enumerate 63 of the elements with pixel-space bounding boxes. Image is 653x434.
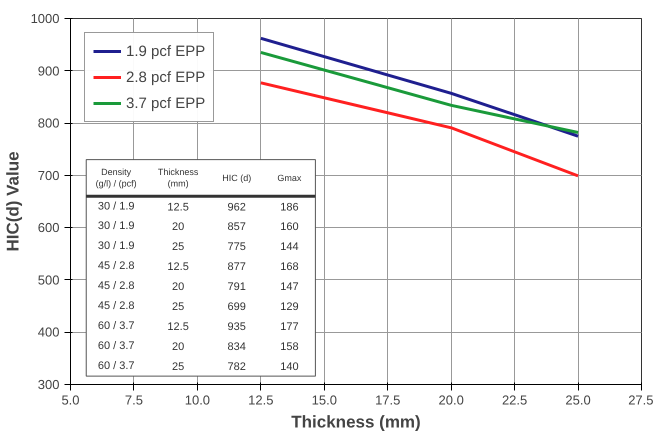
- annotation: HIC (d): [222, 172, 252, 183]
- annotation: 186: [280, 201, 299, 214]
- annotation: 25: [172, 301, 184, 314]
- y-tick-label: 700: [38, 168, 60, 183]
- annotation: 834: [228, 341, 246, 354]
- annotation: 962: [228, 201, 246, 214]
- annotation: 791: [228, 281, 246, 294]
- x-tick-label: 25.0: [565, 392, 591, 408]
- y-tick-label: 400: [38, 324, 60, 340]
- y-tick-label: 500: [38, 272, 60, 288]
- x-tick-label: 20.0: [438, 392, 464, 408]
- annotation: 782: [228, 361, 246, 374]
- x-tick-label: 12.5: [248, 392, 274, 408]
- annotation: 45 / 2.8: [98, 280, 135, 292]
- annotation: 177: [280, 321, 299, 334]
- annotation: 935: [228, 321, 246, 334]
- annotation: 129: [280, 301, 299, 314]
- annotation: 12.5: [167, 261, 189, 274]
- annotation: 12.5: [167, 321, 189, 334]
- y-tick-label: 300: [38, 377, 60, 392]
- annotation: Gmax: [277, 172, 302, 183]
- annotation: 30 / 1.9: [98, 220, 135, 232]
- annotation: 160: [280, 221, 299, 234]
- annotation: Density (g/l) / (pcf): [96, 167, 137, 189]
- x-tick-label: 15.0: [312, 392, 337, 408]
- legend-label: 2.8 pcf EPP: [126, 68, 206, 86]
- x-tick-label: 17.5: [375, 392, 400, 408]
- annotation: 30 / 1.9: [98, 200, 135, 212]
- annotation: 168: [280, 261, 299, 274]
- annotation: Thickness (mm): [158, 167, 199, 189]
- annotation: 699: [228, 301, 246, 314]
- annotation: 12.5: [167, 201, 189, 214]
- annotation: 20: [172, 221, 184, 234]
- annotation: 20: [172, 341, 184, 354]
- annotation: 20: [172, 281, 184, 294]
- annotation: 877: [228, 261, 246, 274]
- y-tick-label: 1000: [30, 11, 60, 26]
- annotation: 158: [280, 341, 299, 354]
- legend-label: 3.7 pcf EPP: [126, 94, 206, 112]
- y-tick-label: 800: [38, 116, 60, 131]
- y-tick-label: 900: [38, 63, 60, 78]
- annotation: 45 / 2.8: [98, 300, 135, 312]
- annotation: 25: [172, 241, 184, 254]
- x-tick-label: 10.0: [184, 392, 210, 408]
- x-tick-label: 7.5: [124, 392, 143, 408]
- x-tick-label: 22.5: [502, 392, 528, 408]
- y-tick-label: 600: [38, 220, 60, 236]
- annotation: 45 / 2.8: [98, 260, 135, 272]
- x-tick-label: 27.5: [628, 392, 653, 408]
- annotation: 857: [228, 221, 246, 234]
- annotation: 140: [280, 361, 299, 374]
- annotation: 775: [228, 241, 246, 254]
- annotation: 60 / 3.7: [98, 340, 135, 352]
- y-axis-title: HIC(d) Value: [4, 151, 23, 252]
- annotation: 60 / 3.7: [98, 360, 135, 372]
- legend-label: 1.9 pcf EPP: [126, 42, 206, 60]
- annotation: 147: [280, 281, 299, 294]
- annotation: 30 / 1.9: [98, 240, 135, 252]
- annotation: 25: [172, 361, 184, 374]
- x-axis-title: Thickness (mm): [291, 412, 421, 432]
- annotation: 144: [280, 241, 299, 254]
- annotation: 60 / 3.7: [98, 320, 135, 332]
- x-tick-label: 5.0: [61, 392, 80, 408]
